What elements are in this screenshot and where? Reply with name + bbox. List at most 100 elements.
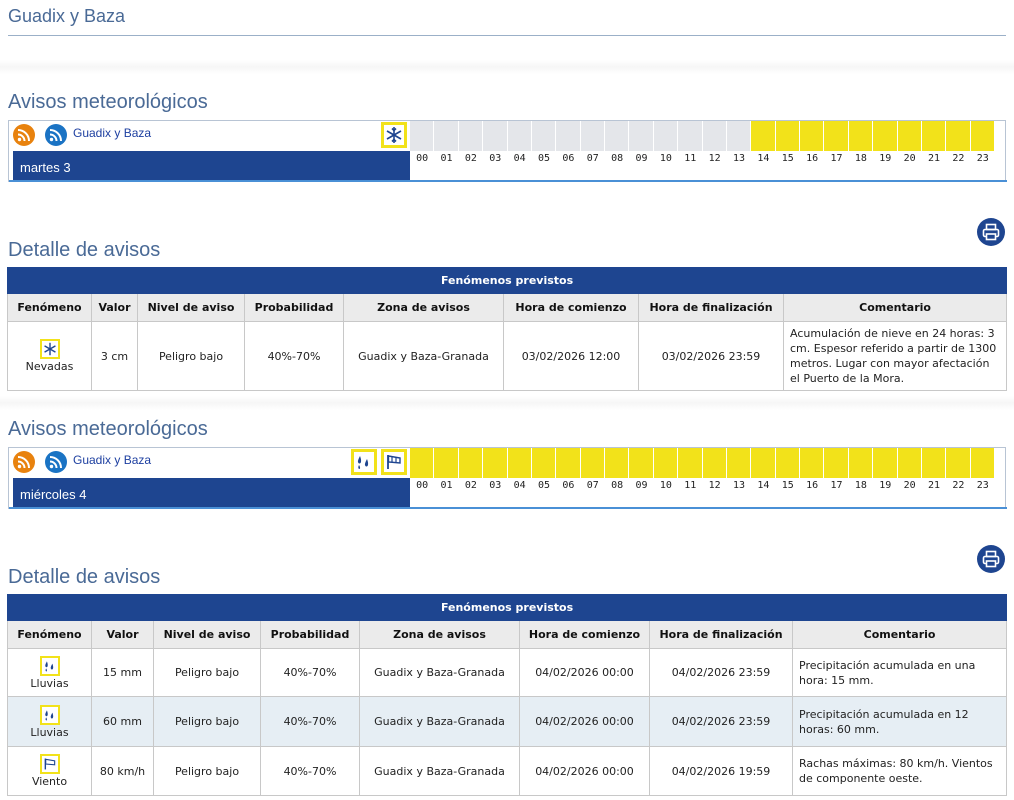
column-header[interactable]: Valor: [91, 293, 138, 322]
hour-label: 11: [684, 153, 697, 164]
inicio-cell: 04/02/2026 00:00: [519, 648, 650, 697]
column-header[interactable]: Fenómeno: [7, 293, 92, 322]
hour-cell: [507, 448, 532, 478]
warning-detail-table: Fenómenos previstos Fenómeno Valor Nivel d…: [6, 594, 1008, 796]
probabilidad-cell: 40%-70%: [260, 648, 360, 697]
hour-cell: [726, 121, 752, 151]
table-row: Viento 80 km/h Peligro bajo 40%-70% Guadix y…: [7, 746, 1008, 796]
warning-timeline: Guadix y Baza martes 3 00 01 02 03 04 05 06 07 0…: [8, 120, 1007, 182]
valor-cell: 60 mm: [91, 696, 154, 747]
hour-label: 05: [538, 153, 551, 164]
hour-label: 10: [659, 153, 672, 164]
hour-cell: [824, 448, 849, 478]
hour-cell: [775, 121, 800, 151]
column-header[interactable]: Zona de avisos: [343, 293, 504, 322]
hour-label: 06: [562, 153, 575, 164]
hour-label: 08: [611, 153, 624, 164]
column-header[interactable]: Hora de comienzo: [503, 293, 639, 322]
hour-cell: [775, 448, 800, 478]
hour-cell: [921, 448, 947, 478]
column-header[interactable]: Nivel de aviso: [153, 620, 261, 649]
column-header[interactable]: Comentario: [791, 620, 1008, 649]
day-label: miércoles 4: [13, 478, 410, 508]
snowflake-icon[interactable]: [381, 122, 407, 148]
valor-cell: 15 mm: [91, 648, 154, 697]
phenomenon-name: Viento: [31, 775, 68, 788]
hour-cell: [678, 448, 703, 478]
column-header[interactable]: Hora de finalización: [649, 620, 793, 649]
hour-cell: [897, 448, 922, 478]
hour-label: 12: [708, 480, 721, 491]
section-title: Avisos meteorológicos: [8, 418, 208, 440]
hour-label: 20: [903, 480, 916, 491]
column-header[interactable]: Comentario: [782, 293, 1008, 322]
column-header[interactable]: Zona de avisos: [359, 620, 520, 649]
hour-label: 17: [830, 480, 843, 491]
hour-label: 23: [976, 480, 989, 491]
hour-cell: [800, 448, 825, 478]
fin-cell: 04/02/2026 23:59: [649, 648, 793, 697]
wind-icon[interactable]: [381, 449, 407, 475]
probabilidad-cell: 40%-70%: [260, 696, 360, 747]
phenomenon-cell: Nevadas: [7, 321, 92, 391]
hour-cell: [751, 448, 776, 478]
column-header[interactable]: Hora de finalización: [638, 293, 784, 322]
column-header[interactable]: Probabilidad: [260, 620, 360, 649]
table-caption: Fenómenos previstos: [6, 267, 1008, 294]
rss-feed-icon[interactable]: [45, 451, 67, 473]
rss-feed-icon[interactable]: [13, 124, 35, 146]
hour-cells: [410, 448, 995, 478]
hour-cell: [483, 121, 508, 151]
column-header[interactable]: Probabilidad: [244, 293, 344, 322]
hour-cell: [873, 121, 898, 151]
comentario-cell: Rachas máximas: 80 km/h. Vientos de comp…: [791, 746, 1008, 796]
table-row: Lluvias 60 mm Peligro bajo 40%-70% Guadix y …: [7, 696, 1008, 747]
nivel-cell: Peligro bajo: [153, 648, 261, 697]
rss-feed-icon[interactable]: [45, 124, 67, 146]
probabilidad-cell: 40%-70%: [244, 321, 344, 391]
fin-cell: 03/02/2026 23:59: [638, 321, 784, 391]
zone-link[interactable]: Guadix y Baza: [73, 453, 152, 467]
nivel-cell: Peligro bajo: [153, 746, 261, 796]
comentario-cell: Precipitación acumulada en 12 horas: 60 …: [791, 696, 1008, 747]
column-header[interactable]: Valor: [91, 620, 154, 649]
hour-cell: [531, 448, 557, 478]
hour-label: 04: [513, 480, 526, 491]
rain-icon[interactable]: [351, 449, 377, 475]
inicio-cell: 03/02/2026 12:00: [503, 321, 639, 391]
zone-link[interactable]: Guadix y Baza: [73, 126, 152, 140]
hour-label: 22: [952, 480, 965, 491]
page-title: Guadix y Baza: [8, 6, 126, 26]
column-header[interactable]: Nivel de aviso: [137, 293, 245, 322]
wind-icon: [39, 754, 60, 774]
hour-cell: [629, 448, 654, 478]
hour-label: 09: [635, 153, 648, 164]
valor-cell: 80 km/h: [91, 746, 154, 796]
phenomenon-name: Lluvias: [30, 725, 69, 739]
print-button[interactable]: [977, 545, 1005, 573]
table-row: Nevadas 3 cm Peligro bajo 40%-70% Guadix y B…: [7, 321, 1008, 391]
hour-label: 00: [416, 153, 429, 164]
hour-label: 11: [684, 480, 697, 491]
hour-label: 15: [781, 480, 794, 491]
hour-label: 03: [489, 153, 502, 164]
print-button[interactable]: [977, 218, 1005, 246]
hour-cell: [458, 121, 484, 151]
comentario-cell: Precipitación acumulada en una hora: 15 …: [791, 648, 1008, 697]
hour-label: 01: [440, 153, 453, 164]
hour-cell: [580, 448, 605, 478]
rain-icon: [39, 704, 60, 725]
fin-cell: 04/02/2026 23:59: [649, 696, 793, 747]
column-header[interactable]: Hora de comienzo: [519, 620, 650, 649]
hour-cell: [629, 121, 654, 151]
snowflake-icon: [39, 339, 60, 359]
fin-cell: 04/02/2026 19:59: [649, 746, 793, 796]
hour-label: 16: [806, 480, 819, 491]
hour-cell: [434, 121, 459, 151]
rss-feed-icon[interactable]: [13, 451, 35, 473]
hour-cell: [970, 121, 995, 151]
column-header[interactable]: Fenómeno: [7, 620, 92, 649]
divider: [9, 180, 1007, 182]
inicio-cell: 04/02/2026 00:00: [519, 696, 650, 747]
hour-label: 15: [781, 153, 794, 164]
